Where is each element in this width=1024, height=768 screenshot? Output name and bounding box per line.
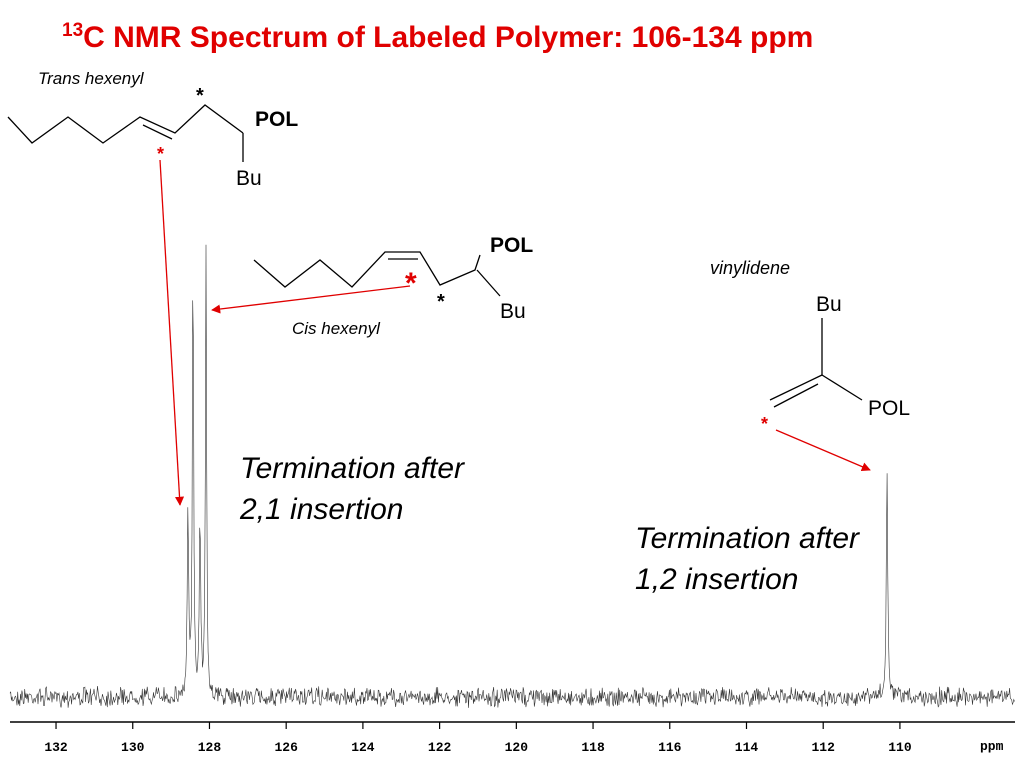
bond [142,124,173,140]
pol: POL [868,397,910,420]
bond [7,104,244,144]
pol: POL [490,234,533,257]
x-tick-label: 110 [888,740,912,755]
x-tick-label: 132 [44,740,68,755]
bond [769,374,823,401]
spectrum-trace [9,244,1015,708]
x-tick-label: 128 [198,740,222,755]
x-axis-label: ppm [980,739,1004,754]
x-tick-label: 118 [581,740,605,755]
bond [821,374,863,401]
arrow [775,429,871,471]
x-tick-label: 120 [505,740,529,755]
annotation: Termination after [240,452,465,485]
arrow [159,159,185,506]
label-star: * [157,144,164,164]
label-star: * [761,414,768,434]
title-sup: 13 [62,20,83,41]
bu: Bu [816,293,842,316]
x-tick-label: 114 [735,740,759,755]
title-main: C NMR Spectrum of Labeled Polymer: 106-1… [83,21,813,54]
structure-name: vinylidene [710,258,790,278]
x-tick-label: 122 [428,740,452,755]
label-star: * [405,267,417,300]
x-tick-label: 116 [658,740,682,755]
structure-name: Cis hexenyl [292,319,381,338]
bond [253,251,481,288]
bu: Bu [500,300,526,323]
x-tick-label: 126 [274,740,298,755]
annotation: 1,2 insertion [635,563,798,596]
annotation: 2,1 insertion [239,493,403,526]
pol: POL [255,108,298,131]
x-tick-label: 112 [812,740,836,755]
x-tick-label: 124 [351,740,375,755]
arrow [211,285,411,314]
structure-name: Trans hexenyl [38,69,145,88]
bond [773,383,819,408]
star: * [437,291,445,313]
star: * [196,85,204,107]
bond [476,269,501,297]
title: 13C NMR Spectrum of Labeled Polymer: 106… [62,20,813,54]
bu: Bu [236,167,262,190]
x-tick-label: 130 [121,740,145,755]
annotation: Termination after [635,522,860,555]
